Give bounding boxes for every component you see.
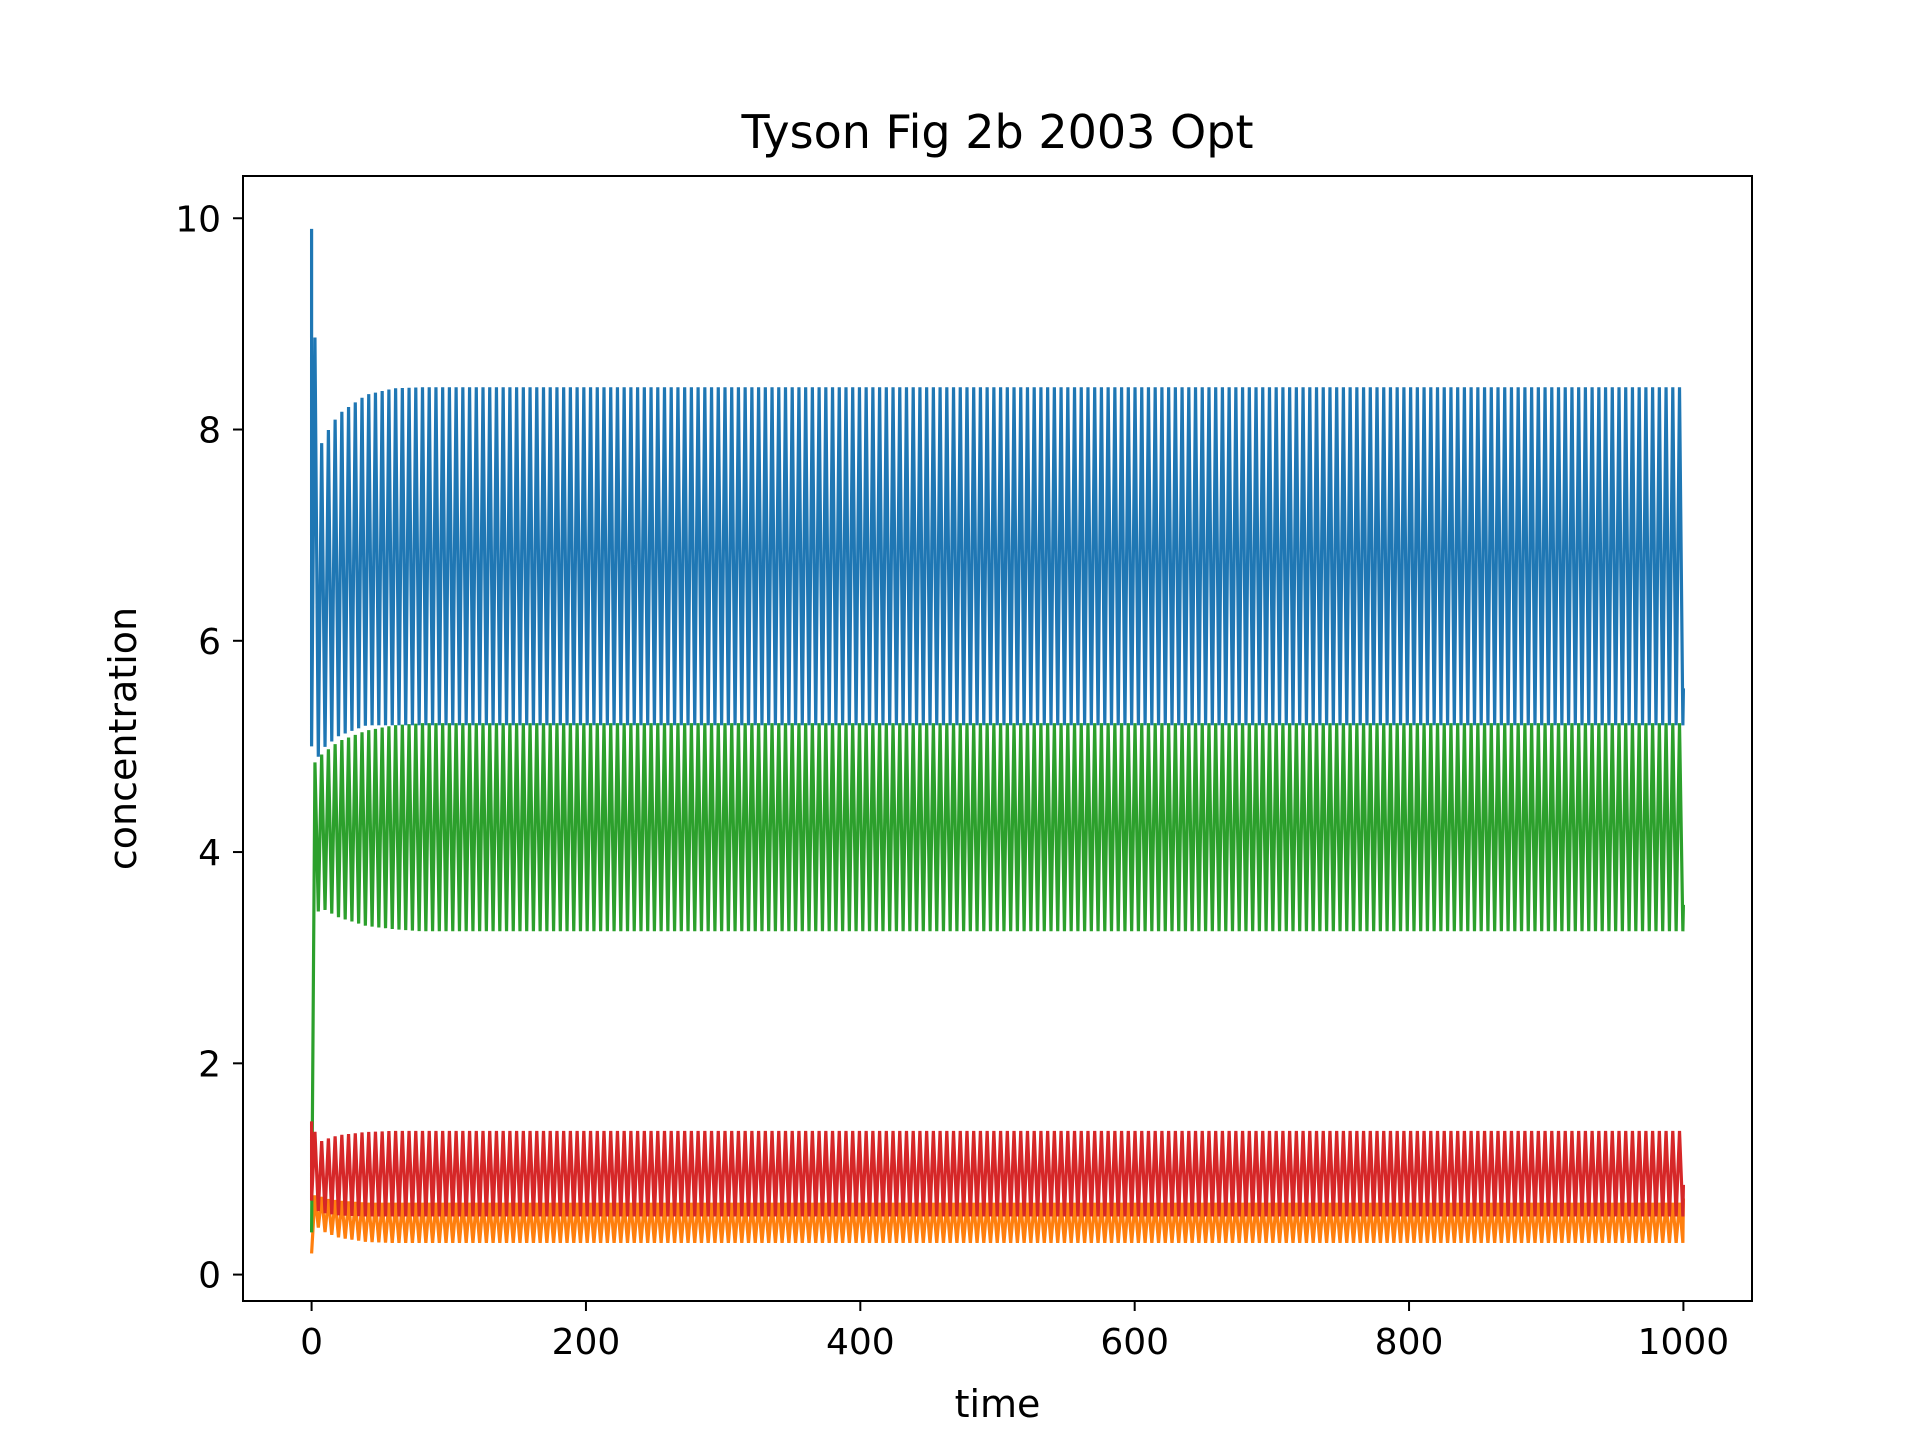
series-line: [309, 1195, 1686, 1254]
x-tick-label: 600: [1100, 1322, 1169, 1363]
series-line: [309, 1121, 1686, 1217]
series-line: [309, 723, 1686, 1233]
series-layer: [309, 228, 1686, 1254]
x-tick-label: 200: [552, 1322, 621, 1363]
y-tick-label: 6: [198, 622, 221, 663]
y-tick-label: 4: [198, 833, 221, 874]
plot-frame: [242, 175, 1753, 1302]
y-axis-label: concentration: [101, 607, 145, 870]
chart-title: Tyson Fig 2b 2003 Opt: [741, 105, 1254, 159]
y-tick-label: 2: [198, 1044, 221, 1085]
x-tick-label: 0: [300, 1322, 323, 1363]
x-axis: 0 200 400 600 800 1000: [300, 1301, 1729, 1363]
y-axis: 0 2 4 6 8 10: [175, 199, 243, 1297]
x-tick-label: 400: [826, 1322, 895, 1363]
x-tick-label: 800: [1375, 1322, 1444, 1363]
y-tick-label: 0: [198, 1256, 221, 1297]
y-tick-label: 8: [198, 411, 221, 452]
x-axis-label: time: [955, 1382, 1041, 1426]
series-line: [309, 228, 1686, 757]
x-tick-label: 1000: [1638, 1322, 1730, 1363]
y-tick-label: 10: [175, 199, 221, 240]
